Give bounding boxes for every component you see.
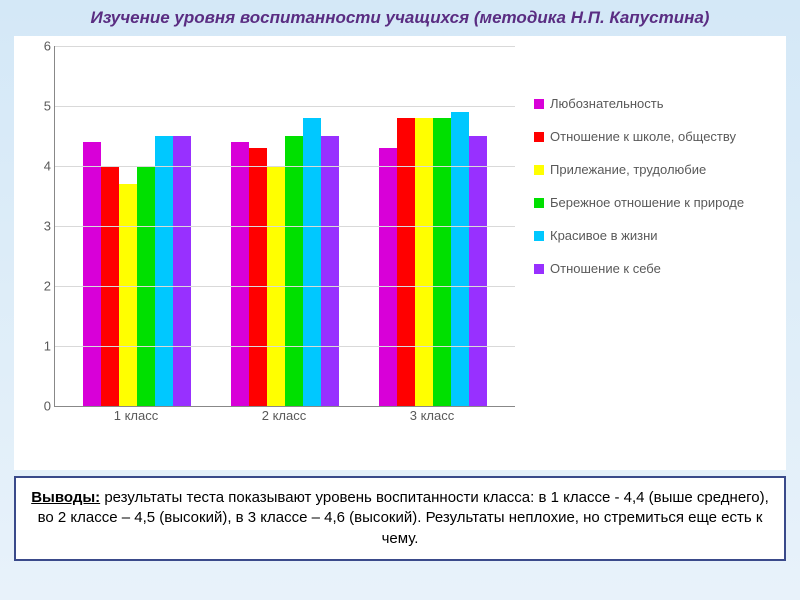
bar [155,136,173,406]
legend-item: Отношение к себе [534,261,764,276]
legend-item: Прилежание, трудолюбие [534,162,764,177]
legend: Любознательность Отношение к школе, общес… [534,96,764,294]
y-axis-label: 3 [33,219,51,234]
conclusion-text: результаты теста показывают уровень восп… [38,489,769,547]
x-axis-label: 1 класс [76,408,196,423]
legend-swatch [534,99,544,109]
x-axis-label: 3 класс [372,408,492,423]
legend-label: Бережное отношение к природе [550,195,744,210]
bar [303,118,321,406]
plot-area: 0123456 [54,46,515,407]
y-axis-label: 0 [33,399,51,414]
conclusion-box: Выводы: результаты теста показывают уров… [14,476,786,561]
gridline [55,226,515,227]
slide: Изучение уровня воспитанности учащихся (… [0,0,800,600]
legend-swatch [534,231,544,241]
y-axis-label: 5 [33,99,51,114]
legend-label: Отношение к школе, обществу [550,129,736,144]
gridline [55,166,515,167]
gridline [55,106,515,107]
bar [83,142,101,406]
chart-container: 0123456 ЛюбознательностьОтношение к школ… [14,36,786,470]
y-axis-label: 4 [33,159,51,174]
bar [173,136,191,406]
bar [285,136,303,406]
bar [249,148,267,406]
bar [119,184,137,406]
y-axis-label: 2 [33,279,51,294]
legend-swatch [534,264,544,274]
legend-swatch [534,165,544,175]
y-axis-label: 6 [33,39,51,54]
legend-label: Отношение к себе [550,261,661,276]
gridline [55,286,515,287]
legend-item: Бережное отношение к природе [534,195,764,210]
gridline [55,346,515,347]
legend-swatch [534,132,544,142]
bar [231,142,249,406]
legend-label: Прилежание, трудолюбие [550,162,706,177]
bar [397,118,415,406]
slide-title: Изучение уровня воспитанности учащихся (… [0,0,800,32]
legend-label: Красивое в жизни [550,228,658,243]
bar [433,118,451,406]
conclusion-label: Выводы: [31,489,100,506]
y-axis-label: 1 [33,339,51,354]
legend-label: Любознательность [550,96,664,111]
legend-item: Отношение к школе, обществу [534,129,764,144]
bar [469,136,487,406]
legend-item: Красивое в жизни [534,228,764,243]
x-axis-label: 2 класс [224,408,344,423]
bar [451,112,469,406]
gridline [55,46,515,47]
bar [379,148,397,406]
legend-item: Любознательность [534,96,764,111]
bar [415,118,433,406]
bar [321,136,339,406]
legend-swatch [534,198,544,208]
